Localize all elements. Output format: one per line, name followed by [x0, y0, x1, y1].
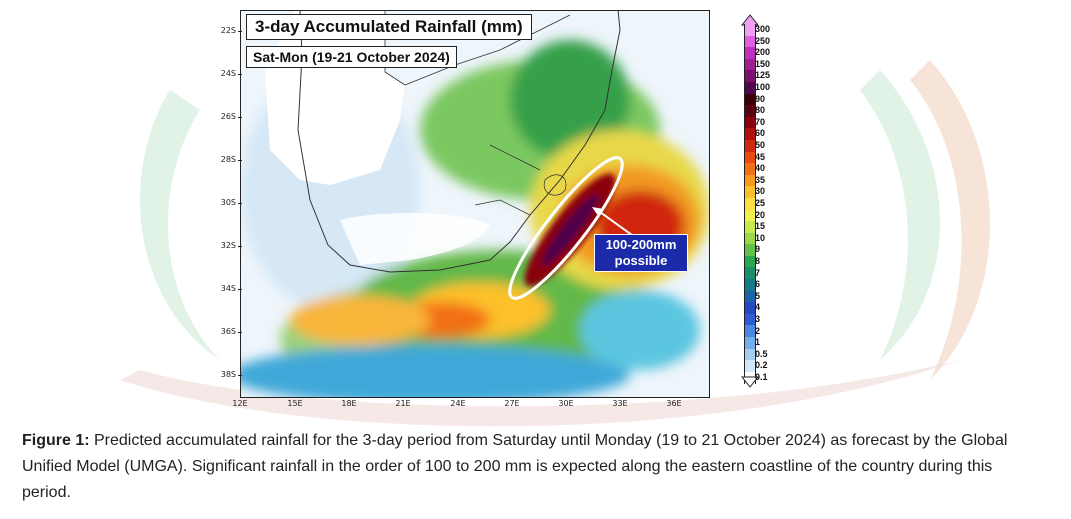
annotation-line-1: 100-200mm	[605, 237, 677, 252]
lon-tick-label: 21E	[395, 399, 411, 408]
lat-tick-label: 30S	[214, 198, 242, 207]
legend-color-swatch	[745, 163, 755, 175]
legend-value-label: 10	[755, 232, 766, 243]
lon-tick-label: 24E	[450, 399, 466, 408]
legend-color-swatch	[745, 221, 755, 233]
legend-color-swatch	[745, 105, 755, 117]
figure-caption: Figure 1: Predicted accumulated rainfall…	[22, 428, 1022, 506]
legend-value-label: 250	[755, 35, 771, 46]
legend-color-swatch	[745, 232, 755, 245]
legend-color-swatch	[745, 174, 755, 187]
lon-tick-label: 18E	[341, 399, 357, 408]
legend-value-label: 0.5	[755, 348, 768, 359]
legend-color-swatch	[745, 267, 755, 280]
legend-value-label: 300	[755, 24, 771, 34]
legend-color-swatch	[745, 255, 755, 268]
legend-color-swatch	[745, 58, 755, 71]
legend-value-label: 40	[755, 163, 766, 174]
legend-color-swatch	[745, 244, 755, 256]
legend-value-label: 100	[755, 82, 771, 92]
legend-value-label: 150	[755, 58, 771, 69]
legend-value-label: 45	[755, 151, 766, 162]
lat-tick-label: 32S	[214, 241, 242, 250]
legend-color-swatch	[745, 47, 755, 59]
legend-color-swatch	[745, 290, 755, 303]
legend-color-swatch	[745, 313, 755, 326]
legend-value-label: 8	[755, 256, 761, 266]
legend-color-swatch	[745, 209, 755, 222]
legend-value-label: 1	[755, 337, 761, 348]
legend-value-label: 125	[755, 70, 771, 81]
legend-value-label: 2	[755, 325, 761, 336]
legend-bottom-arrow-icon	[740, 376, 760, 388]
legend-value-label: 3	[755, 314, 761, 324]
lat-tick-label: 34S	[214, 284, 242, 293]
rainfall-legend: 300 250 200 150 125 100 90 80 70 60 50 45 40 35 30 25 20…	[740, 14, 780, 388]
legend-color-swatch	[745, 70, 755, 82]
legend-color-swatch	[745, 186, 755, 198]
legend-color-swatch	[745, 151, 755, 164]
legend-color-swatch	[745, 116, 755, 129]
legend-color-swatch	[745, 93, 755, 106]
lon-tick-label: 30E	[558, 399, 574, 408]
legend-value-label: 15	[755, 221, 766, 232]
lat-tick-label: 38S	[214, 370, 242, 379]
legend-color-swatch	[745, 197, 755, 210]
legend-color-swatch	[745, 337, 755, 349]
map-title: 3-day Accumulated Rainfall (mm)	[246, 14, 532, 40]
legend-value-label: 0.1	[755, 372, 768, 382]
legend-color-swatch	[745, 35, 755, 48]
legend-value-label: 80	[755, 105, 766, 116]
rainfall-annotation: 100-200mm possible	[594, 234, 688, 272]
legend-color-swatch	[745, 24, 755, 36]
legend-value-label: 20	[755, 209, 766, 220]
annotation-line-2: possible	[614, 253, 668, 268]
legend-color-swatch	[745, 128, 755, 140]
caption-label: Figure 1:	[22, 432, 90, 449]
lon-tick-label: 33E	[612, 399, 628, 408]
lon-tick-label: 12E	[232, 399, 248, 408]
legend-value-label: 9	[755, 244, 761, 255]
legend-value-label: 0.2	[755, 360, 768, 371]
legend-colorbar	[744, 24, 756, 384]
lat-tick-label: 24S	[214, 69, 242, 78]
legend-value-label: 7	[755, 267, 761, 278]
legend-color-swatch	[745, 302, 755, 314]
map-frame	[240, 10, 710, 398]
legend-value-label: 4	[755, 302, 761, 313]
legend-value-label: 90	[755, 93, 766, 104]
lat-tick-label: 36S	[214, 327, 242, 336]
legend-color-swatch	[745, 279, 755, 291]
legend-value-label: 35	[755, 174, 766, 185]
lat-tick-label: 22S	[214, 26, 242, 35]
legend-value-label: 50	[755, 140, 766, 150]
map-subtitle: Sat-Mon (19-21 October 2024)	[246, 46, 457, 68]
lon-tick-label: 36E	[666, 399, 682, 408]
lon-tick-label: 15E	[287, 399, 303, 408]
legend-value-label: 200	[755, 47, 771, 58]
lat-tick-label: 28S	[214, 155, 242, 164]
lat-tick-label: 26S	[214, 112, 242, 121]
legend-color-swatch	[745, 139, 755, 152]
legend-value-label: 60	[755, 128, 766, 139]
legend-color-swatch	[745, 325, 755, 338]
caption-text: Predicted accumulated rainfall for the 3…	[22, 432, 1008, 501]
legend-color-swatch	[745, 348, 755, 361]
legend-color-swatch	[745, 360, 755, 372]
legend-value-label: 5	[755, 290, 761, 301]
legend-value-label: 6	[755, 279, 761, 290]
legend-value-label: 30	[755, 186, 766, 197]
legend-value-label: 70	[755, 116, 766, 127]
legend-value-label: 25	[755, 198, 766, 208]
lon-tick-label: 27E	[504, 399, 520, 408]
legend-color-swatch	[745, 81, 755, 94]
